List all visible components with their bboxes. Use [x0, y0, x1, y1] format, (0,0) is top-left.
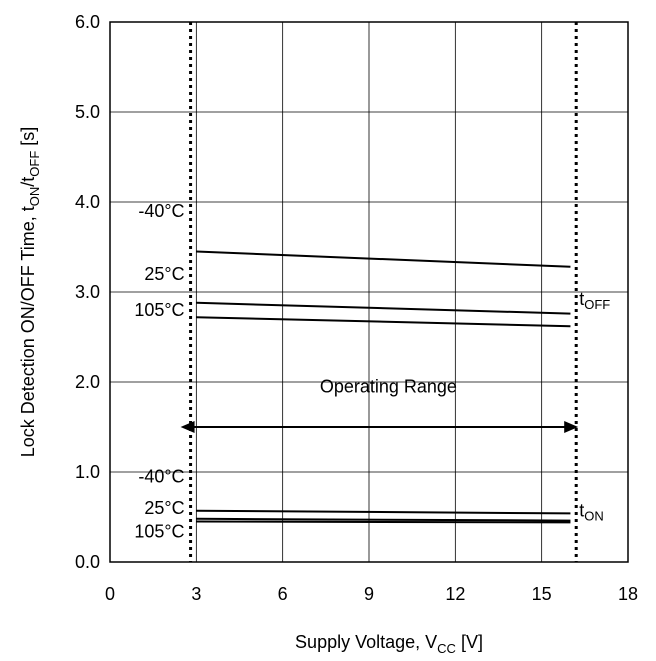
series-line [196, 509, 571, 515]
x-tick-label: 18 [618, 584, 638, 604]
y-tick-label: 6.0 [75, 12, 100, 32]
arrow-head-left [180, 421, 195, 433]
series-line [196, 301, 571, 315]
plot-frame [109, 21, 629, 563]
y-tick-label: 5.0 [75, 102, 100, 122]
y-tick-label: 2.0 [75, 372, 100, 392]
x-tick-label: 3 [191, 584, 201, 604]
temp-label-ton: -40°C [138, 467, 184, 487]
temp-label-toff: 105°C [134, 300, 184, 320]
arrow-head-right [564, 421, 579, 433]
x-tick-label: 12 [445, 584, 465, 604]
x-tick-label: 6 [278, 584, 288, 604]
operating-range: Operating Range [180, 22, 579, 562]
toff-label: tOFF [579, 289, 610, 312]
series-line [196, 250, 571, 268]
x-tick-label: 9 [364, 584, 374, 604]
y-tick-label: 4.0 [75, 192, 100, 212]
y-axis-label: Lock Detection ON/OFF Time, tON/tOFF [s] [18, 127, 42, 458]
series-line [196, 520, 571, 524]
y-tick-label: 1.0 [75, 462, 100, 482]
y-tick-label: 3.0 [75, 282, 100, 302]
series-line [196, 316, 571, 328]
ton-label: tON [579, 501, 604, 524]
operating-range-label: Operating Range [320, 377, 457, 397]
annotations: -40°C 25°C 105°C -40°C 25°C 105°C tOFF tON [134, 201, 610, 541]
tick-labels: 0 3 6 9 12 15 18 0.0 1.0 2.0 3.0 4.0 5.0 6.0 [75, 12, 638, 604]
series-line [196, 517, 571, 522]
grid-lines [110, 22, 628, 562]
x-tick-label: 0 [105, 584, 115, 604]
temp-label-toff: -40°C [138, 201, 184, 221]
x-tick-label: 15 [532, 584, 552, 604]
temp-label-ton: 25°C [144, 498, 184, 518]
temp-label-toff: 25°C [144, 264, 184, 284]
series-lines [196, 250, 571, 524]
y-tick-label: 0.0 [75, 552, 100, 572]
temp-label-ton: 105°C [134, 521, 184, 541]
x-axis-label: Supply Voltage, VCC [V] [295, 632, 483, 656]
